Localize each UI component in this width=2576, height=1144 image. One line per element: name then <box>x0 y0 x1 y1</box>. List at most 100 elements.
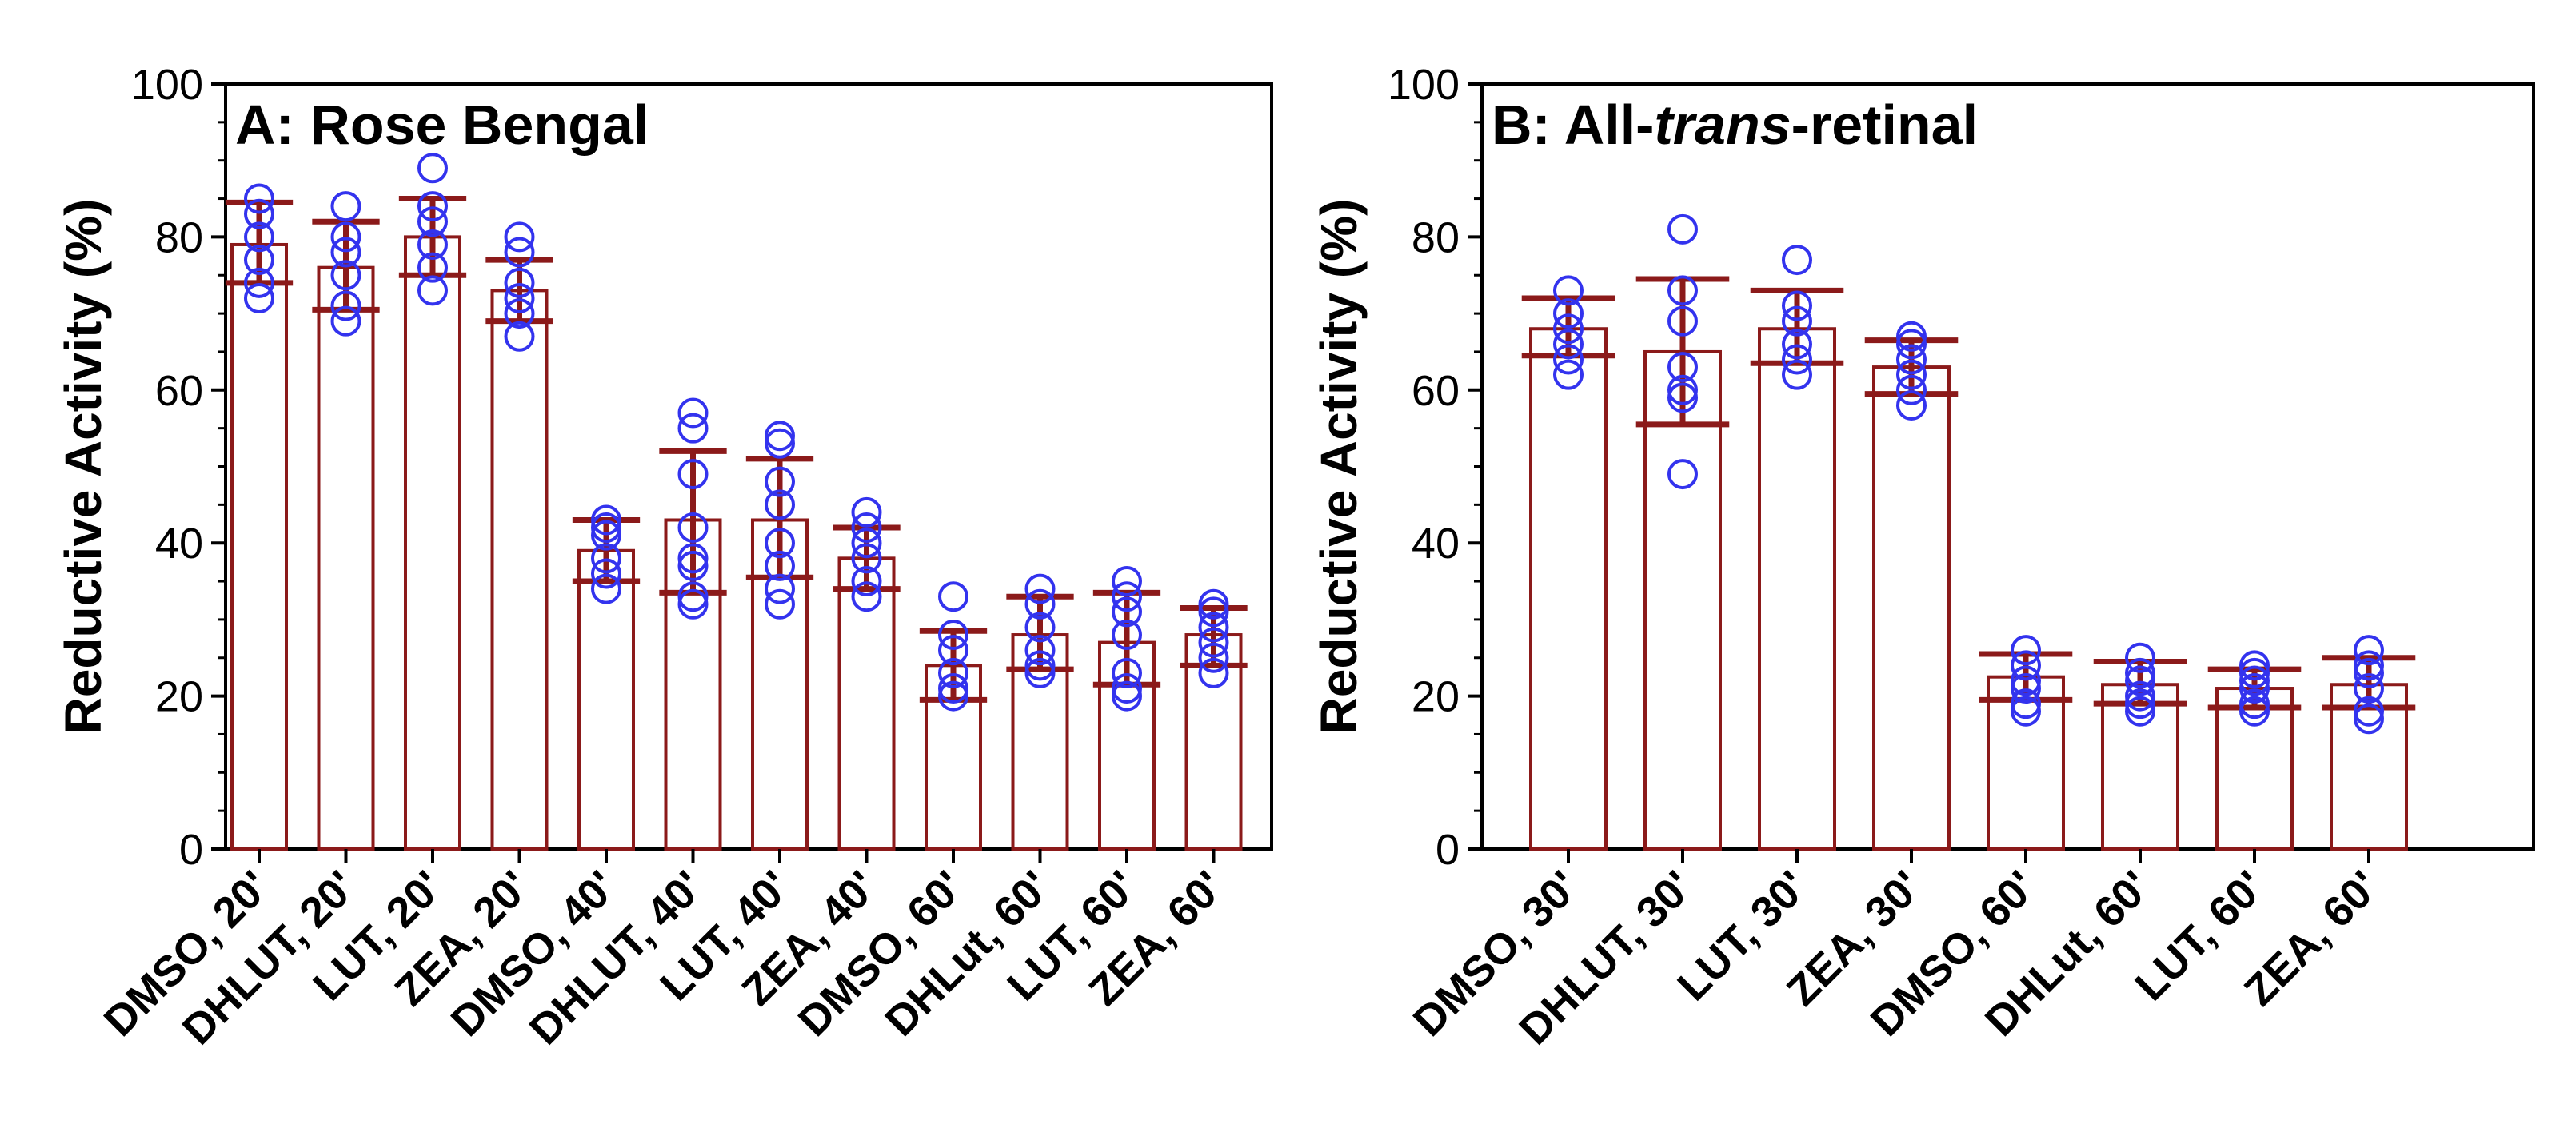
data-point <box>2354 673 2384 704</box>
data-point <box>677 581 709 612</box>
data-point <box>851 581 882 612</box>
data-point <box>2011 688 2041 719</box>
bar <box>2215 687 2294 851</box>
y-tick-label: 80 <box>1412 213 1460 261</box>
data-point <box>2239 657 2270 688</box>
data-point <box>1896 374 1927 405</box>
bar <box>1529 327 1608 851</box>
data-point <box>1112 680 1142 712</box>
data-point <box>765 550 795 581</box>
data-point <box>1896 389 1927 421</box>
data-point <box>677 413 709 444</box>
bar <box>1758 327 1836 851</box>
data-point <box>765 588 795 620</box>
data-point <box>938 673 968 704</box>
data-point <box>591 520 621 551</box>
bar <box>577 548 635 851</box>
data-point <box>591 512 621 544</box>
data-point <box>417 229 448 260</box>
data-point <box>504 321 535 352</box>
data-point <box>1782 245 1812 276</box>
data-point <box>677 588 709 620</box>
data-point <box>2354 650 2384 681</box>
data-point <box>765 428 795 459</box>
data-point <box>765 573 795 604</box>
y-tick-label: 20 <box>1412 673 1460 721</box>
data-point <box>1024 650 1056 681</box>
panel-title: B: All-trans-retinal <box>1492 94 1978 156</box>
panel-b-all-trans-retinal: 0 20 40 60 80 100 Reductive Activity (%) B: All… <box>1310 61 2535 1054</box>
data-point <box>1896 359 1927 390</box>
panel-title-italic: trans <box>1654 94 1791 156</box>
data-point <box>504 282 535 313</box>
panel-title-suffix: -retinal <box>1791 94 1978 156</box>
data-point <box>330 260 361 291</box>
data-point <box>1198 627 1229 658</box>
data-point <box>1112 620 1142 651</box>
data-point <box>504 237 535 268</box>
data-point <box>1112 673 1142 704</box>
data-point <box>1198 642 1229 673</box>
data-point <box>417 206 448 237</box>
data-point <box>1782 329 1812 360</box>
data-point <box>2125 657 2155 688</box>
data-point <box>1024 573 1056 604</box>
data-point <box>244 245 274 276</box>
data-point <box>1667 382 1698 413</box>
data-point <box>1553 329 1584 360</box>
data-point <box>677 397 709 429</box>
data-point <box>330 237 361 268</box>
data-point <box>851 528 882 559</box>
data-point <box>2239 650 2270 681</box>
data-point <box>677 512 709 544</box>
y-tick-label: 100 <box>1388 61 1460 109</box>
data-point <box>1667 213 1698 245</box>
data-point <box>938 581 968 612</box>
bar <box>490 289 549 851</box>
data-point <box>1112 581 1142 612</box>
data-point <box>938 680 968 712</box>
data-point <box>2011 635 2041 666</box>
panel-title-prefix: A: <box>235 94 310 156</box>
data-point <box>1667 305 1698 337</box>
data-point <box>1896 329 1927 360</box>
data-point <box>504 221 535 253</box>
data-point <box>1782 344 1812 375</box>
data-point <box>851 512 882 544</box>
data-point <box>2125 688 2155 719</box>
y-tick-label: 100 <box>131 61 203 109</box>
y-tick-label: 40 <box>155 520 203 568</box>
data-point <box>417 153 448 184</box>
data-point <box>1782 290 1812 321</box>
y-tick-label: 80 <box>155 213 203 261</box>
data-point <box>1667 374 1698 405</box>
data-point <box>2354 657 2384 688</box>
data-point <box>504 298 535 329</box>
y-axis-label: Reductive Activity (%) <box>54 199 112 735</box>
bar <box>837 556 896 851</box>
data-point <box>2239 665 2270 696</box>
data-point <box>1553 275 1584 306</box>
panel-a-rose-bengal: 0 20 40 60 80 100 Reductive Activity (%) A: Ros… <box>54 61 1273 1054</box>
data-point <box>1112 657 1142 688</box>
data-point <box>2354 696 2384 727</box>
data-point <box>677 459 709 490</box>
data-point <box>1024 612 1056 643</box>
y-tick-label: 60 <box>1412 367 1460 415</box>
data-point <box>765 489 795 520</box>
data-point <box>1896 344 1927 375</box>
data-point <box>765 421 795 452</box>
data-point <box>1667 275 1698 306</box>
bar <box>404 235 461 851</box>
bar <box>2101 683 2179 851</box>
bar <box>230 242 288 851</box>
data-point <box>2239 696 2270 727</box>
data-point <box>1198 588 1229 620</box>
data-point <box>2011 650 2041 681</box>
data-point <box>938 620 968 651</box>
data-point <box>1024 588 1056 620</box>
data-point <box>851 566 882 597</box>
data-point <box>417 191 448 222</box>
